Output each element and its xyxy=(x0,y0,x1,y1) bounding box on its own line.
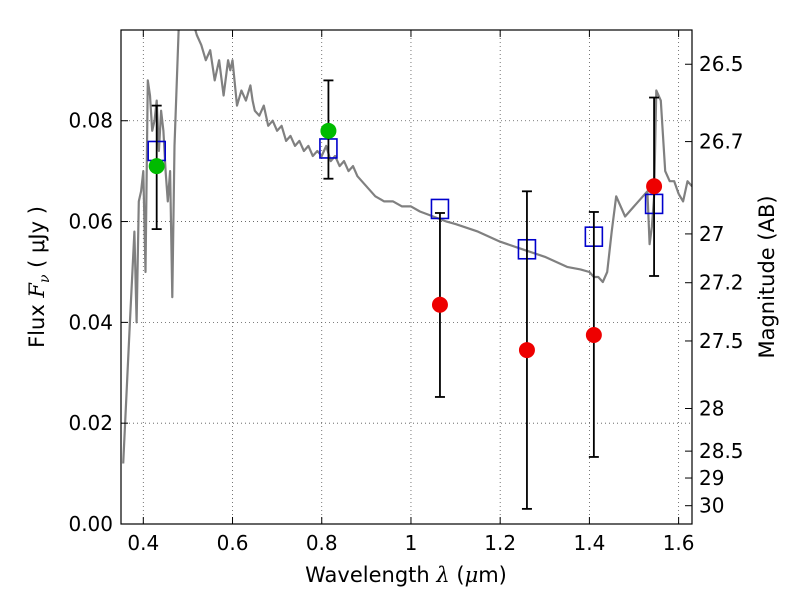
y2-axis-label: Magnitude (AB) xyxy=(755,195,779,358)
y-tick-label: 0.08 xyxy=(68,109,113,133)
x-tick-label: 1 xyxy=(405,531,418,555)
y2-tick-label: 28 xyxy=(699,397,724,421)
axes-ticks: 0.4 0.6 0.8 1 1.2 1.4 1.6 0.00 0.02 0.04 0.06 0.08 2… xyxy=(68,30,744,555)
low-sn-point xyxy=(646,178,663,195)
x-tick-label: 1.6 xyxy=(663,531,695,555)
detection-point xyxy=(148,158,165,175)
y-tick-label: 0.04 xyxy=(68,310,113,334)
x-axis-label: Wavelength λ (μm) xyxy=(305,563,507,587)
x-tick-label: 0.4 xyxy=(127,531,159,555)
y-axis-label: Flux Fν ( μJy ) xyxy=(25,206,53,348)
y2-tick-label: 27.2 xyxy=(699,271,744,295)
y2-tick-label: 27.5 xyxy=(699,329,744,353)
y2-tick-label: 28.5 xyxy=(699,439,744,463)
y2-tick-label: 29 xyxy=(699,466,724,490)
x-tick-label: 0.8 xyxy=(306,531,338,555)
plot-frame xyxy=(120,29,693,525)
y2-tick-label: 26.7 xyxy=(699,130,744,154)
y2-tick-label: 27 xyxy=(699,222,724,246)
plot-area xyxy=(122,30,692,510)
sed-spectrum-line xyxy=(122,30,692,464)
y-tick-label: 0.06 xyxy=(68,210,113,234)
y2-tick-label: 30 xyxy=(699,494,724,518)
low-sn-point xyxy=(431,296,448,313)
y2-tick-label: 26.5 xyxy=(699,52,744,76)
x-tick-label: 1.2 xyxy=(484,531,516,555)
y-tick-label: 0.02 xyxy=(68,411,113,435)
low-sn-point xyxy=(585,326,602,343)
detection-point xyxy=(320,122,337,139)
x-tick-label: 0.6 xyxy=(217,531,249,555)
x-tick-label: 1.4 xyxy=(573,531,605,555)
low-sn-point xyxy=(518,342,535,359)
y-tick-label: 0.00 xyxy=(68,512,113,536)
